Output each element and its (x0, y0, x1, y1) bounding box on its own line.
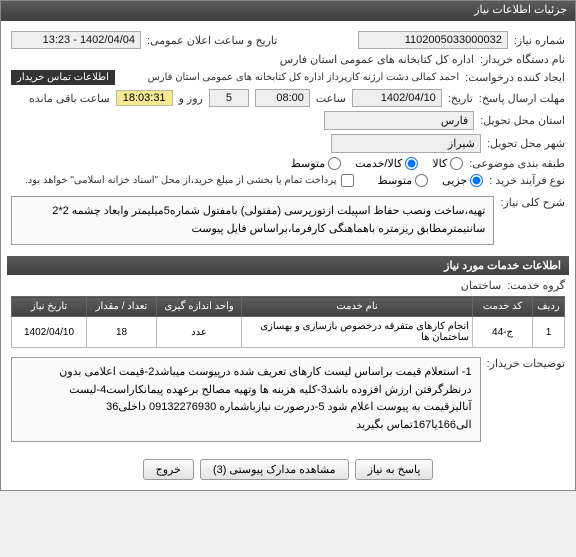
hour-label: ساعت (316, 92, 346, 105)
need-title-label: شرح کلی نیاز: (500, 191, 565, 209)
cell-idx: 1 (533, 317, 565, 348)
col-idx: ردیف (533, 297, 565, 317)
need-title-box: تهیه،ساخت ونصب حفاظ اسپیلت ازتورپرسی (مف… (11, 196, 494, 245)
date-label: تاریخ: (448, 92, 473, 105)
col-unit: واحد اندازه گیری (157, 297, 242, 317)
need-details-window: جزئیات اطلاعات نیاز شماره نیاز: 11020050… (0, 0, 576, 491)
col-date: تاریخ نیاز (12, 297, 87, 317)
req-creator-label: ایجاد کننده درخواست: (465, 71, 565, 84)
countdown-field: 18:03:31 (116, 90, 173, 106)
cell-date: 1402/04/10 (12, 317, 87, 348)
buyer-contact-link[interactable]: اطلاعات تماس خریدار (11, 70, 115, 85)
class-label: طبقه بندی موضوعی: (469, 157, 565, 170)
proc-type-label: نوع فرآیند خرید : (489, 174, 565, 187)
class-opt-goods[interactable]: کالا (432, 157, 463, 170)
days-remaining-field: 5 (209, 89, 249, 107)
service-group-label: گروه خدمت: (507, 279, 565, 292)
content-area: شماره نیاز: 1102005033000032 تاریخ و ساع… (1, 21, 575, 490)
buyer-notes-label: توضیحات خریدار: (487, 352, 565, 370)
class-radio-group: کالا کالا/خدمت متوسط (291, 157, 464, 170)
deliv-prov-label: استان محل تحویل: (480, 114, 565, 127)
deliv-prov-field: فارس (324, 111, 474, 130)
exit-button[interactable]: خروج (143, 459, 194, 480)
window-titlebar: جزئیات اطلاعات نیاز (1, 1, 575, 21)
proc-opt-medium[interactable]: متوسط (378, 174, 429, 187)
deadline-hour-field: 08:00 (255, 89, 310, 107)
services-table: ردیف کد خدمت نام خدمت واحد اندازه گیری ت… (11, 296, 565, 348)
proc-radio-group: جزیی متوسط (378, 174, 484, 187)
col-name: نام خدمت (242, 297, 473, 317)
cell-name: انجام کارهای متفرقه درخصوص بازسازی و بهس… (242, 317, 473, 348)
proc-opt-minor[interactable]: جزیی (442, 174, 483, 187)
deadline-date-field: 1402/04/10 (352, 89, 442, 107)
device-name-label: نام دستگاه خریدار: (480, 53, 565, 66)
deliv-city-field: شیراز (331, 134, 481, 153)
service-group-value: ساختمان (461, 279, 501, 292)
treasury-checkbox[interactable]: پرداخت تمام یا بخشی از مبلغ خرید،از محل … (25, 174, 354, 187)
need-no-field: 1102005033000032 (358, 31, 508, 49)
cell-qty: 18 (87, 317, 157, 348)
pub-dt-field: 1402/04/04 - 13:23 (11, 31, 141, 49)
deadline-label: مهلت ارسال پاسخ: (479, 92, 565, 105)
device-name-value: اداره کل کتابخانه های عمومی استان فارس (280, 53, 474, 66)
treasury-check-input[interactable] (341, 174, 354, 187)
services-section-header: اطلاعات خدمات مورد نیاز (7, 256, 569, 275)
col-code: کد خدمت (473, 297, 533, 317)
remain-label: ساعت باقی مانده (29, 92, 110, 105)
deliv-city-label: شهر محل تحویل: (487, 137, 565, 150)
col-qty: تعداد / مقدار (87, 297, 157, 317)
pub-dt-label: تاریخ و ساعت اعلان عمومی: (147, 34, 277, 47)
class-opt-med[interactable]: متوسط (291, 157, 342, 170)
need-no-label: شماره نیاز: (514, 34, 565, 47)
cell-code: ج-44 (473, 317, 533, 348)
req-creator-value: احمد کمالی دشت ارژنه کارپرداز اداره کل ک… (148, 72, 460, 83)
buyer-notes-box: 1- استعلام قیمت براساس لیست کارهای تعریف… (11, 357, 481, 441)
attachments-button[interactable]: مشاهده مدارک پیوستی (3) (200, 459, 349, 480)
class-opt-service[interactable]: کالا/خدمت (355, 157, 418, 170)
footer-buttons: پاسخ به نیاز مشاهده مدارک پیوستی (3) خرو… (11, 451, 565, 484)
window-title: جزئیات اطلاعات نیاز (474, 4, 567, 16)
cell-unit: عدد (157, 317, 242, 348)
treasury-note: پرداخت تمام یا بخشی از مبلغ خرید،از محل … (25, 175, 337, 186)
table-row: 1 ج-44 انجام کارهای متفرقه درخصوص بازساز… (12, 317, 565, 348)
day-and-label: روز و (179, 92, 203, 105)
reply-button[interactable]: پاسخ به نیاز (355, 459, 434, 480)
